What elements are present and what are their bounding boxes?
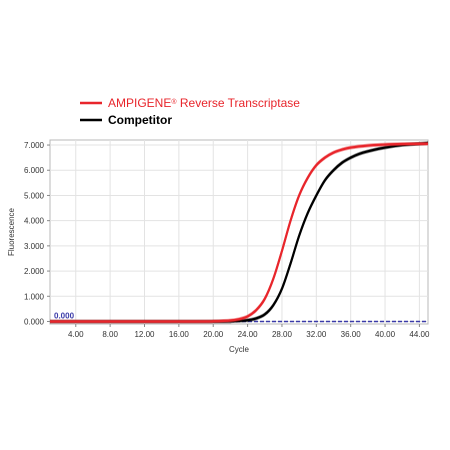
- y-tick-label: 2.000: [24, 267, 45, 276]
- legend-label-ampigene: AMPIGENE® Reverse Transcriptase: [108, 96, 300, 110]
- x-tick-label: 16.00: [169, 330, 190, 339]
- y-tick-label: 7.000: [24, 141, 45, 150]
- x-axis-label: Cycle: [229, 345, 250, 354]
- threshold-label: 0.000: [54, 311, 75, 320]
- series-competitor: [49, 141, 429, 324]
- x-tick-label: 20.00: [203, 330, 224, 339]
- y-tick-label: 6.000: [24, 166, 45, 175]
- y-tick-label: 1.000: [24, 292, 45, 301]
- y-tick-label: 3.000: [24, 242, 45, 251]
- x-tick-label: 28.00: [272, 330, 293, 339]
- y-tick-label: 5.000: [24, 191, 45, 200]
- legend: AMPIGENE® Reverse Transcriptase Competit…: [80, 96, 300, 127]
- x-tick-label: 32.00: [306, 330, 327, 339]
- series-line: [49, 141, 429, 323]
- legend-label-competitor: Competitor: [108, 113, 172, 127]
- x-tick-label: 44.00: [409, 330, 430, 339]
- x-tick-label: 40.00: [375, 330, 396, 339]
- x-tick-label: 8.00: [102, 330, 118, 339]
- y-axis-label: Fluorescence: [7, 207, 16, 256]
- plot-area: 4.00 8.00 12.00 16.00 20.00 24.00 28.00 32.00 36…: [24, 139, 430, 339]
- x-tick-label: 4.00: [68, 330, 84, 339]
- x-tick-label: 12.00: [134, 330, 155, 339]
- series-line: [49, 142, 429, 323]
- x-tick-label: 24.00: [238, 330, 259, 339]
- x-tick-label: 36.00: [341, 330, 362, 339]
- y-tick-label: 0.000: [24, 317, 45, 326]
- series-ampigene: [49, 141, 429, 324]
- y-tick-label: 4.000: [24, 217, 45, 226]
